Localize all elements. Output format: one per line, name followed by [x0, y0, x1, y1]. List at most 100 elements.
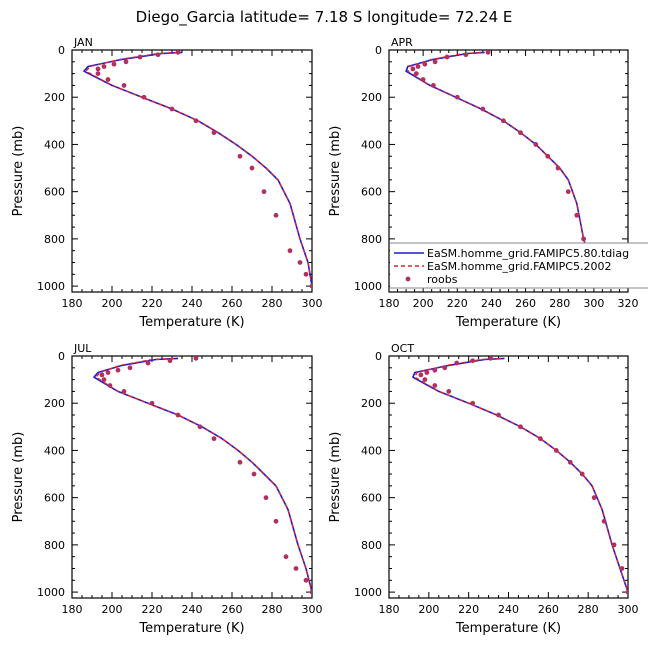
y-axis-label: Pressure (mb) [11, 432, 26, 523]
x-tick-label: 180 [379, 603, 400, 616]
obs-point [537, 436, 543, 442]
x-tick-label: 220 [458, 603, 479, 616]
obs-point [211, 130, 217, 136]
x-tick-label: 240 [498, 603, 519, 616]
y-tick-label: 800 [361, 233, 382, 246]
obs-point [555, 165, 561, 171]
obs-point [287, 248, 293, 254]
obs-point [251, 471, 257, 477]
obs-point [518, 130, 523, 136]
obs-point [454, 360, 460, 366]
x-tick-label: 280 [578, 603, 599, 616]
obs-point [137, 54, 143, 60]
y-tick-label: 200 [361, 91, 382, 104]
obs-point [155, 52, 161, 58]
y-tick-label: 200 [44, 397, 65, 410]
obs-point [293, 566, 299, 571]
obs-point [591, 495, 597, 501]
obs-point [107, 383, 113, 388]
obs-point [432, 367, 438, 373]
obs-point [101, 377, 107, 383]
model-line-2002 [95, 357, 312, 593]
y-tick-label: 400 [361, 138, 382, 151]
x-axis-label: Temperature (K) [138, 621, 244, 636]
obs-point [193, 356, 199, 361]
obs-point [422, 377, 428, 383]
obs-point [105, 77, 111, 82]
figure-title: Diego_Garcia latitude= 7.18 S longitude=… [136, 8, 513, 27]
x-axis-label: Temperature (K) [455, 621, 561, 636]
obs-point [454, 94, 460, 100]
obs-point [249, 165, 255, 171]
obs-point [463, 52, 469, 58]
obs-point [175, 50, 181, 55]
obs-point [488, 356, 493, 361]
plot-area [405, 50, 598, 289]
obs-point [193, 118, 199, 124]
panel-jan: JAN 180 200 220 240 260 280 300 0 200 400 600 800 100… [11, 36, 323, 330]
obs-point [169, 106, 175, 112]
obs-point [149, 400, 155, 406]
legend-label: roobs [427, 273, 458, 286]
y-tick-label: 0 [375, 350, 382, 363]
obs-point [415, 64, 421, 69]
obs-point [518, 424, 523, 430]
x-tick-label: 300 [583, 297, 604, 310]
obs-point [432, 383, 438, 388]
obs-point [430, 83, 436, 88]
y-tick-label: 0 [375, 44, 382, 57]
obs-point [261, 189, 267, 195]
x-tick-label: 240 [182, 603, 203, 616]
x-tick-label: 240 [481, 297, 502, 310]
obs-point [500, 118, 506, 124]
panel-jul: JUL 180 200 220 240 260 280 300 0 200 400 600 800 100… [11, 342, 323, 636]
obs-point [273, 212, 279, 218]
y-tick-label: 200 [44, 91, 65, 104]
obs-point [115, 367, 121, 373]
x-axis-label: Temperature (K) [455, 315, 561, 330]
obs-point [442, 365, 448, 371]
obs-point [283, 554, 289, 560]
x-tick-label: 220 [142, 603, 163, 616]
x-axis-label: Temperature (K) [138, 315, 244, 330]
obs-point [553, 448, 559, 453]
obs-point [211, 436, 217, 442]
x-tick-label: 280 [262, 297, 283, 310]
y-tick-label: 200 [361, 397, 382, 410]
y-axis-label: Pressure (mb) [328, 126, 343, 217]
obs-point [413, 71, 419, 77]
panel-name: APR [391, 36, 413, 49]
obs-point [410, 66, 416, 72]
x-tick-label: 300 [618, 603, 639, 616]
plot-frame [71, 355, 313, 599]
model-line-tdiag [412, 357, 628, 593]
obs-point [424, 370, 430, 375]
obs-point [105, 370, 111, 375]
x-tick-label: 220 [142, 297, 163, 310]
y-tick-label: 1000 [354, 280, 382, 293]
obs-point [263, 495, 269, 501]
plot-area [412, 356, 628, 595]
obs-point [565, 189, 571, 195]
x-tick-label: 200 [418, 603, 439, 616]
y-tick-label: 1000 [37, 280, 65, 293]
x-tick-label: 200 [102, 297, 123, 310]
y-tick-label: 400 [361, 444, 382, 457]
obs-point [167, 358, 173, 364]
obs-point [145, 360, 151, 366]
panels: JAN 180 200 220 240 260 280 300 0 200 400 600 800 100… [11, 36, 648, 636]
plot-area [83, 50, 312, 289]
obs-point [127, 365, 133, 371]
x-tick-label: 260 [222, 603, 243, 616]
y-axis-label: Pressure (mb) [328, 432, 343, 523]
y-tick-label: 600 [361, 186, 382, 199]
obs-point [533, 142, 539, 147]
obs-point [619, 566, 625, 571]
x-tick-label: 240 [182, 297, 203, 310]
obs-point [273, 518, 279, 524]
y-tick-label: 0 [58, 350, 65, 363]
x-tick-label: 300 [302, 603, 323, 616]
obs-point [197, 424, 203, 430]
plot-frame [71, 49, 313, 293]
legend-label: EaSM.homme_grid.FAMIPC5.2002 [427, 260, 611, 273]
